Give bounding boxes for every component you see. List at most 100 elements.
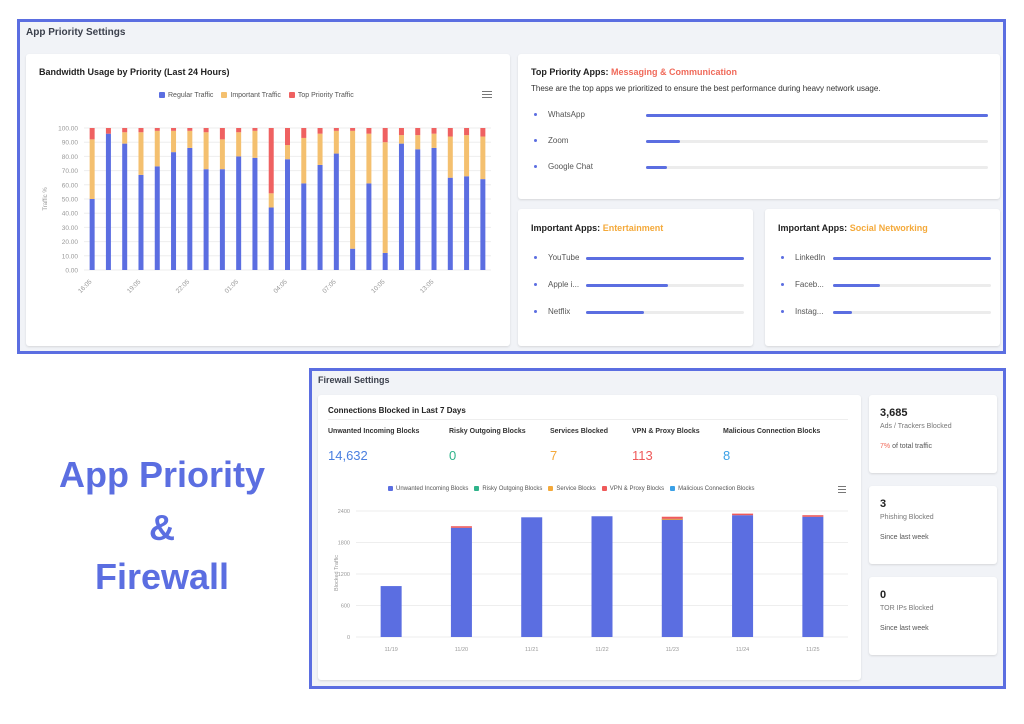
bar-segment	[252, 157, 258, 270]
bar-segment	[366, 133, 372, 184]
app-name: Zoom	[548, 136, 569, 145]
social-heading: Important Apps: Social Networking	[778, 223, 928, 233]
x-tick-label: 11/22	[595, 647, 608, 653]
bar-segment	[333, 153, 339, 270]
priority-bar	[586, 284, 744, 287]
bar-segment	[480, 136, 486, 180]
bar-segment	[802, 516, 824, 637]
side-stat-card: 0 TOR IPs Blocked Since last week	[869, 577, 997, 655]
app-name: Google Chat	[548, 162, 593, 171]
priority-bar-fill	[586, 284, 669, 287]
bar-segment	[661, 516, 683, 519]
app-name: Netflix	[548, 307, 571, 316]
bar-segment	[464, 135, 470, 177]
app-priority-title: App Priority Settings	[26, 27, 126, 38]
legend-malicious[interactable]: Malicious Connection Blocks	[670, 486, 755, 492]
bar-segment	[252, 128, 258, 131]
firewall-chart-menu-icon[interactable]	[838, 486, 846, 495]
app-row[interactable]: WhatsApp	[534, 110, 989, 122]
bar-segment	[450, 527, 472, 637]
bar-segment	[138, 128, 144, 133]
bar-segment	[203, 128, 209, 133]
side-stat-card: 3 Phishing Blocked Since last week	[869, 486, 997, 564]
bar-segment	[732, 515, 754, 637]
x-tick-label: 01:05	[224, 278, 241, 295]
y-tick-label: 10.00	[62, 253, 79, 260]
top-priority-heading: Top Priority Apps: Messaging & Communica…	[531, 67, 738, 77]
bar-segment	[89, 128, 95, 140]
chart-menu-icon[interactable]	[482, 91, 492, 100]
bar-segment	[591, 516, 613, 637]
x-tick-label: 16:05	[77, 278, 94, 295]
bar-segment	[447, 136, 453, 178]
bar-segment	[89, 139, 95, 199]
x-tick-label: 11/19	[384, 647, 397, 653]
legend-unwanted[interactable]: Unwanted Incoming Blocks	[388, 486, 468, 492]
bar-segment	[105, 128, 111, 134]
bar-segment	[268, 193, 274, 208]
legend-service[interactable]: Service Blocks	[548, 486, 596, 492]
stat-label: VPN & Proxy Blocks	[632, 428, 700, 435]
firewall-title: Firewall Settings	[318, 375, 390, 385]
legend-vpn[interactable]: VPN & Proxy Blocks	[601, 486, 664, 492]
bar-segment	[301, 128, 307, 138]
side-stat-subtext: Since last week	[880, 625, 929, 632]
bar-segment	[382, 142, 388, 253]
bar-segment	[187, 128, 193, 131]
legend-top-priority[interactable]: Top Priority Traffic	[288, 92, 354, 99]
priority-bar-fill	[833, 284, 881, 287]
bar-segment	[219, 128, 225, 140]
bar-segment	[661, 518, 683, 637]
bar-segment	[398, 143, 404, 270]
priority-bar	[646, 140, 988, 143]
app-row[interactable]: Instag...	[781, 307, 991, 319]
app-row[interactable]: Zoom	[534, 136, 989, 148]
bar-segment	[366, 183, 372, 270]
priority-bar-fill	[586, 257, 744, 260]
bandwidth-legend: Regular Traffic Important Traffic Top Pr…	[159, 92, 354, 99]
stats-divider	[328, 419, 848, 420]
bar-segment	[138, 174, 144, 270]
bar-segment	[203, 132, 209, 170]
app-row[interactable]: Apple i...	[534, 280, 744, 292]
stat-value: 14,632	[328, 448, 368, 463]
x-tick-label: 10:05	[370, 278, 387, 295]
app-name: Instag...	[795, 307, 824, 316]
y-tick-label: 30.00	[62, 225, 79, 232]
bullet-icon	[534, 283, 537, 286]
legend-regular[interactable]: Regular Traffic	[159, 92, 213, 99]
app-row[interactable]: Netflix	[534, 307, 744, 319]
bar-segment	[285, 128, 290, 146]
bullet-icon	[534, 113, 537, 116]
bar-segment	[415, 135, 421, 150]
app-row[interactable]: Faceb...	[781, 280, 991, 292]
y-tick-label: 90.00	[62, 140, 79, 147]
legend-risky[interactable]: Risky Outgoing Blocks	[474, 486, 542, 492]
bullet-icon	[534, 310, 537, 313]
bar-segment	[268, 128, 274, 194]
stat-value: 0	[449, 448, 457, 463]
bandwidth-chart: 0.00 10.00 20.00 30.00 40.00 50.00 60.00 70.00 8…	[43, 126, 491, 295]
x-tick-label: 11/24	[736, 647, 749, 653]
bar-segment	[333, 130, 339, 154]
app-row[interactable]: YouTube	[534, 253, 744, 265]
bar-segment	[480, 128, 486, 137]
legend-important[interactable]: Important Traffic	[221, 92, 281, 99]
app-row[interactable]: Google Chat	[534, 162, 989, 174]
bar-segment	[480, 179, 486, 270]
priority-bar	[833, 257, 991, 260]
bar-segment	[285, 159, 290, 270]
bar-segment	[268, 207, 274, 270]
priority-bar	[646, 114, 988, 117]
y-tick-label: 60.00	[62, 182, 79, 189]
side-stat-subtext: Since last week	[880, 534, 929, 541]
x-tick-label: 04:05	[272, 278, 289, 295]
x-tick-label: 11/23	[666, 647, 679, 653]
connections-title: Connections Blocked in Last 7 Days	[328, 406, 466, 415]
bar-segment	[464, 176, 470, 270]
bullet-icon	[781, 310, 784, 313]
priority-bar-fill	[833, 257, 991, 260]
app-row[interactable]: LinkedIn	[781, 253, 991, 265]
bar-segment	[154, 130, 160, 167]
bar-segment	[122, 132, 128, 144]
